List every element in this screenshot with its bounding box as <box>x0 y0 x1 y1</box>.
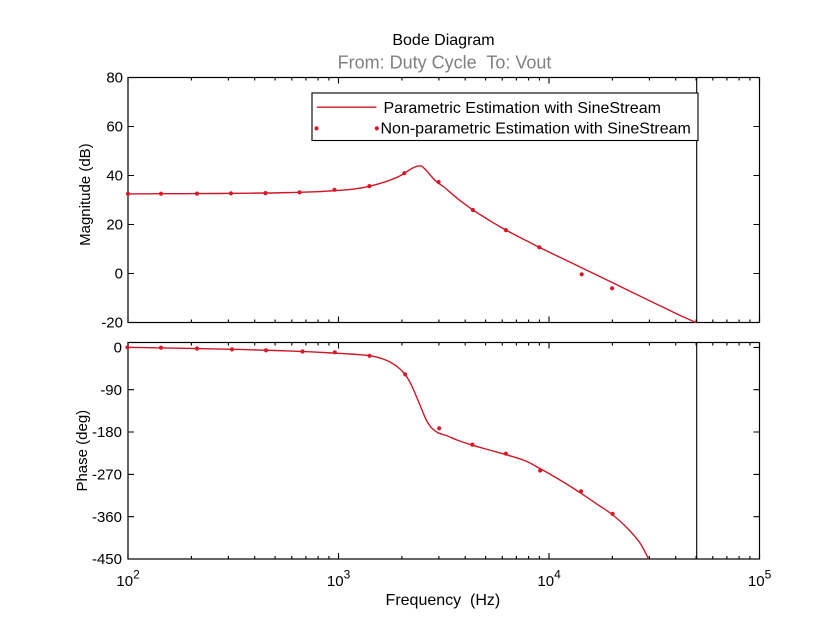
svg-text:Frequency (Hz): Frequency (Hz) <box>386 592 501 609</box>
svg-text:Non-parametric Estimation with: Non-parametric Estimation with SineStrea… <box>381 120 691 137</box>
svg-text:-360: -360 <box>92 509 122 526</box>
svg-text:-450: -450 <box>92 551 122 568</box>
svg-text:-180: -180 <box>92 424 122 441</box>
svg-text:From: Duty Cycle To: Vout: From: Duty Cycle To: Vout <box>338 53 552 73</box>
svg-text:-20: -20 <box>101 315 123 332</box>
svg-text:Bode Diagram: Bode Diagram <box>392 32 494 49</box>
svg-text:Magnitude (dB): Magnitude (dB) <box>77 143 94 246</box>
svg-text:-90: -90 <box>100 382 122 399</box>
svg-text:40: 40 <box>106 168 123 185</box>
svg-text:0: 0 <box>115 266 123 283</box>
svg-text:60: 60 <box>106 119 123 136</box>
svg-text:Parametric Estimation with Sin: Parametric Estimation with SineStream <box>384 100 661 117</box>
svg-text:80: 80 <box>106 70 123 87</box>
svg-text:0: 0 <box>114 340 122 357</box>
svg-text:20: 20 <box>106 217 123 234</box>
svg-text:-270: -270 <box>92 467 122 484</box>
svg-text:Phase (deg): Phase (deg) <box>74 410 91 492</box>
